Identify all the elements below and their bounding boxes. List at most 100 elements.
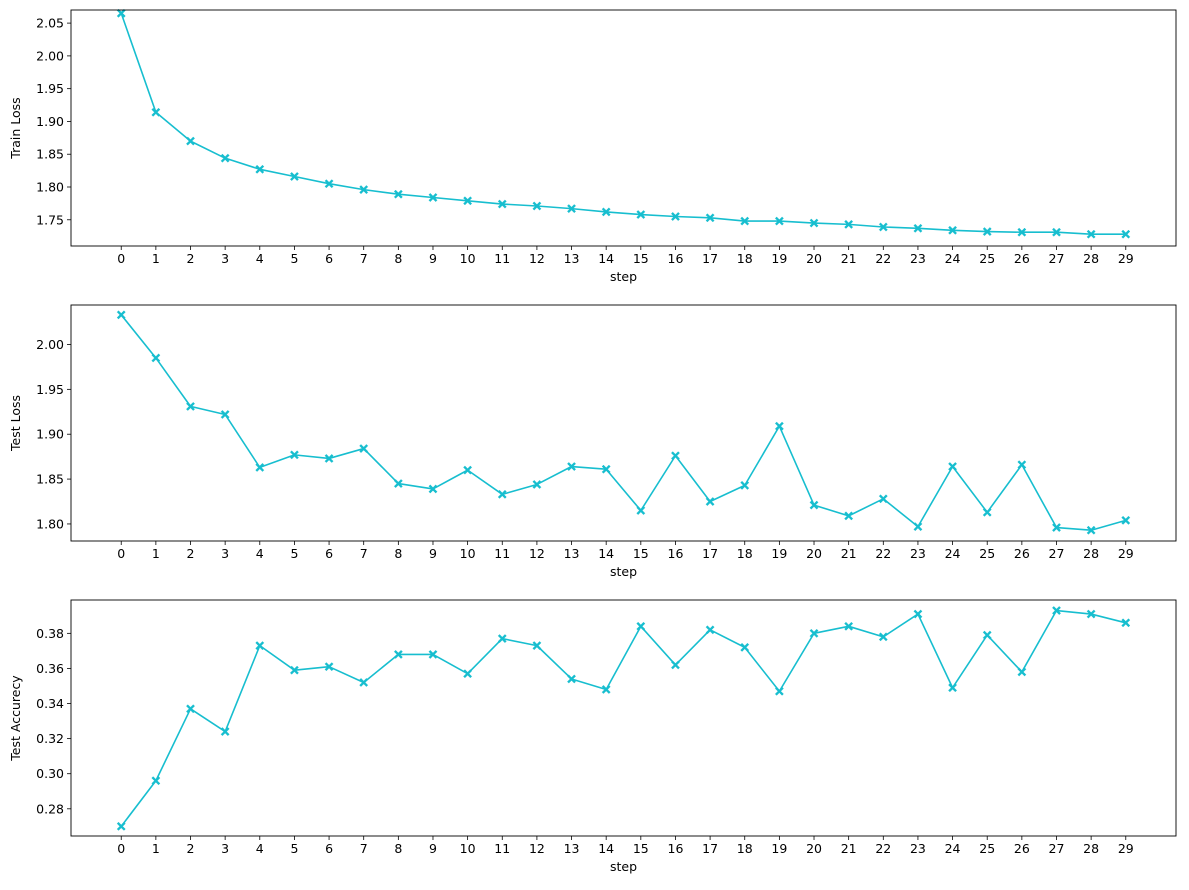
- y-tick-label: 1.90: [36, 114, 64, 129]
- data-point: [878, 632, 888, 642]
- x-tick-label: 5: [290, 841, 298, 856]
- y-tick-label: 1.95: [36, 81, 64, 96]
- x-tick-label: 21: [841, 251, 857, 266]
- data-point: [1052, 606, 1061, 615]
- data-point: [255, 641, 265, 651]
- x-tick-label: 27: [1049, 251, 1065, 266]
- x-tick-label: 15: [633, 251, 649, 266]
- data-point: [497, 199, 507, 209]
- y-tick-label: 0.36: [36, 661, 64, 676]
- x-tick-label: 9: [429, 546, 437, 561]
- x-tick-label: 25: [979, 546, 995, 561]
- data-point: [948, 462, 957, 471]
- x-tick-label: 27: [1049, 841, 1065, 856]
- data-point: [428, 484, 438, 494]
- x-tick-label: 23: [910, 251, 926, 266]
- x-tick-label: 3: [221, 251, 229, 266]
- series-line: [120, 314, 1126, 532]
- data-point: [324, 662, 334, 672]
- data-point: [913, 522, 923, 532]
- x-tick-label: 27: [1049, 546, 1065, 561]
- data-point: [255, 463, 265, 472]
- x-tick-label: 9: [429, 841, 437, 856]
- x-tick-label: 1: [152, 251, 160, 266]
- data-point: [463, 669, 473, 679]
- data-point: [948, 225, 957, 235]
- data-point: [567, 204, 576, 214]
- data-point: [359, 678, 369, 687]
- y-tick-label: 2.00: [36, 337, 64, 352]
- data-point: [220, 727, 230, 737]
- y-tick-label: 1.80: [36, 516, 64, 531]
- data-point: [324, 454, 334, 463]
- data-point: [151, 776, 161, 786]
- chart-panel-1: 0 1 2 3 4 5 6 7 8 9 10 11 12 13 14 15 16 17 18 19 20 21 22 23 24…: [8, 8, 1177, 284]
- data-point: [671, 451, 680, 461]
- data-point: [740, 216, 750, 226]
- y-tick-label: 1.80: [36, 180, 64, 195]
- x-tick-label: 15: [633, 546, 649, 561]
- x-tick-label: 20: [806, 546, 822, 561]
- data-point: [601, 464, 611, 474]
- data-point: [878, 222, 888, 232]
- data-point: [982, 630, 992, 640]
- x-tick-label: 0: [117, 841, 125, 856]
- x-tick-label: 19: [771, 841, 787, 856]
- data-point: [774, 686, 784, 696]
- x-tick-label: 11: [494, 841, 510, 856]
- x-tick-label: 12: [529, 251, 545, 266]
- x-tick-label: 7: [360, 546, 368, 561]
- data-point: [428, 649, 438, 659]
- x-tick-label: 29: [1118, 546, 1134, 561]
- x-tick-label: 25: [979, 841, 995, 856]
- data-point: [844, 219, 854, 229]
- x-tick-label: 23: [910, 841, 926, 856]
- data-point: [774, 216, 784, 226]
- x-tick-label: 24: [945, 251, 961, 266]
- data-point: [1121, 515, 1131, 525]
- chart-panel-3: 0 1 2 3 4 5 6 7 8 9 10 11 12 13 14 15 16 17 18 19 20 21 22 23 24…: [8, 599, 1177, 874]
- x-axis-label: step: [610, 564, 637, 579]
- x-tick-label: 21: [841, 546, 857, 561]
- x-tick-label: 28: [1083, 251, 1099, 266]
- x-tick-label: 29: [1118, 251, 1134, 266]
- x-tick-label: 5: [290, 546, 298, 561]
- data-point: [1086, 609, 1096, 619]
- y-tick-label: 1.85: [36, 147, 64, 162]
- data-point: [636, 621, 646, 631]
- data-point: [705, 497, 715, 506]
- data-point: [290, 450, 299, 460]
- data-point: [1052, 523, 1061, 532]
- y-axis-label: Test Accurecy: [8, 675, 23, 762]
- x-tick-label: 15: [633, 841, 649, 856]
- x-tick-label: 2: [187, 251, 195, 266]
- data-point: [844, 511, 854, 521]
- x-tick-label: 26: [1014, 546, 1030, 561]
- x-tick-label: 6: [325, 841, 333, 856]
- data-point: [809, 628, 819, 638]
- x-tick-label: 11: [494, 251, 510, 266]
- data-point: [601, 685, 611, 694]
- data-point: [393, 189, 403, 199]
- x-tick-label: 20: [806, 251, 822, 266]
- data-point: [428, 193, 438, 202]
- x-tick-label: 12: [529, 546, 545, 561]
- x-tick-label: 13: [564, 546, 580, 561]
- data-point: [1017, 227, 1027, 237]
- x-tick-label: 4: [256, 546, 264, 561]
- y-axis-label: Train Loss: [8, 97, 23, 159]
- x-tick-label: 14: [598, 841, 614, 856]
- data-point: [982, 227, 992, 236]
- x-tick-label: 10: [460, 841, 476, 856]
- x-tick-label: 2: [187, 841, 195, 856]
- x-tick-label: 13: [564, 841, 580, 856]
- x-tick-label: 3: [221, 841, 229, 856]
- data-point: [567, 674, 576, 684]
- data-point: [774, 421, 784, 431]
- data-point: [497, 489, 507, 499]
- data-point: [151, 353, 161, 363]
- data-point: [844, 621, 854, 631]
- x-tick-label: 12: [529, 841, 545, 856]
- x-tick-label: 1: [152, 841, 160, 856]
- y-tick-label: 0.30: [36, 766, 64, 781]
